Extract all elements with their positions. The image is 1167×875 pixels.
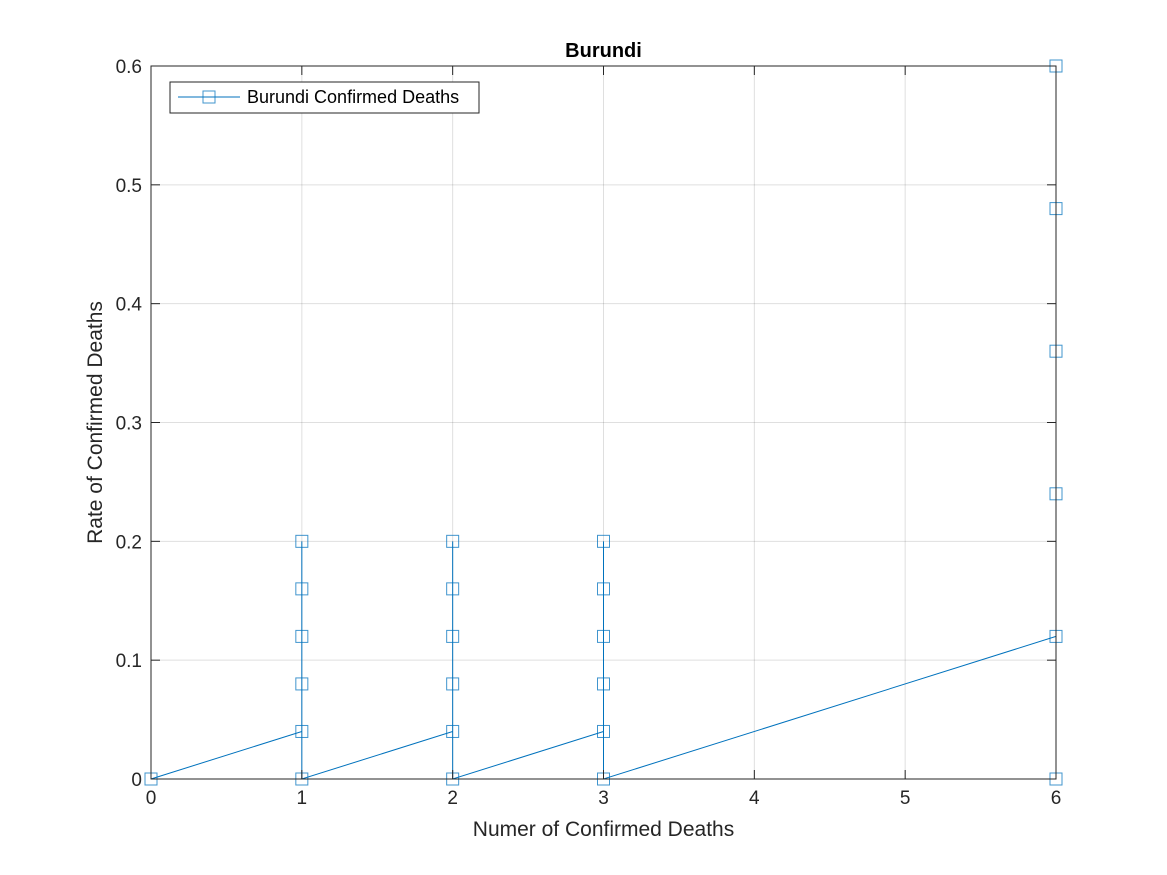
x-tick-label: 0 bbox=[146, 788, 157, 809]
x-tick-label: 6 bbox=[1051, 788, 1062, 809]
y-tick-label: 0 bbox=[131, 770, 142, 791]
data-point-marker bbox=[295, 582, 309, 596]
data-point-marker bbox=[446, 724, 460, 738]
x-tick-label: 4 bbox=[749, 788, 760, 809]
data-point-marker bbox=[597, 629, 610, 643]
data-point-marker bbox=[446, 582, 460, 596]
data-point-marker bbox=[597, 677, 610, 691]
x-tick-label: 5 bbox=[900, 788, 911, 809]
y-tick-label: 0.4 bbox=[116, 295, 143, 316]
y-tick-label: 0.1 bbox=[116, 651, 142, 672]
x-tick-label: 1 bbox=[297, 788, 308, 809]
y-axis-label: Rate of Confirmed Deaths bbox=[84, 301, 107, 544]
data-point-marker bbox=[597, 724, 610, 738]
x-tick-label: 2 bbox=[447, 788, 458, 809]
data-point-marker bbox=[295, 677, 309, 691]
legend-marker-square bbox=[202, 90, 216, 104]
legend: Burundi Confirmed Deaths bbox=[169, 81, 480, 114]
legend-entry-label: Burundi Confirmed Deaths bbox=[247, 87, 459, 107]
chart-title: Burundi bbox=[565, 40, 642, 62]
data-point-marker bbox=[295, 629, 309, 643]
data-point-marker bbox=[295, 534, 309, 548]
y-tick-label: 0.5 bbox=[116, 176, 142, 197]
data-point-marker bbox=[446, 534, 460, 548]
y-tick-label: 0.3 bbox=[116, 414, 142, 435]
y-tick-label: 0.2 bbox=[116, 532, 142, 553]
data-point-marker bbox=[446, 629, 460, 643]
data-point-marker bbox=[295, 724, 309, 738]
data-point-marker bbox=[446, 677, 460, 691]
x-axis-label: Numer of Confirmed Deaths bbox=[473, 818, 734, 841]
x-tick-label: 3 bbox=[598, 788, 609, 809]
y-tick-label: 0.6 bbox=[116, 57, 142, 78]
data-point-marker bbox=[597, 582, 610, 596]
ticks: 0 1 2 3 4 5 6 0 0.1 0.2 0.3 0.4 0.5 0.6 bbox=[116, 57, 1062, 809]
data-point-marker bbox=[597, 534, 610, 548]
